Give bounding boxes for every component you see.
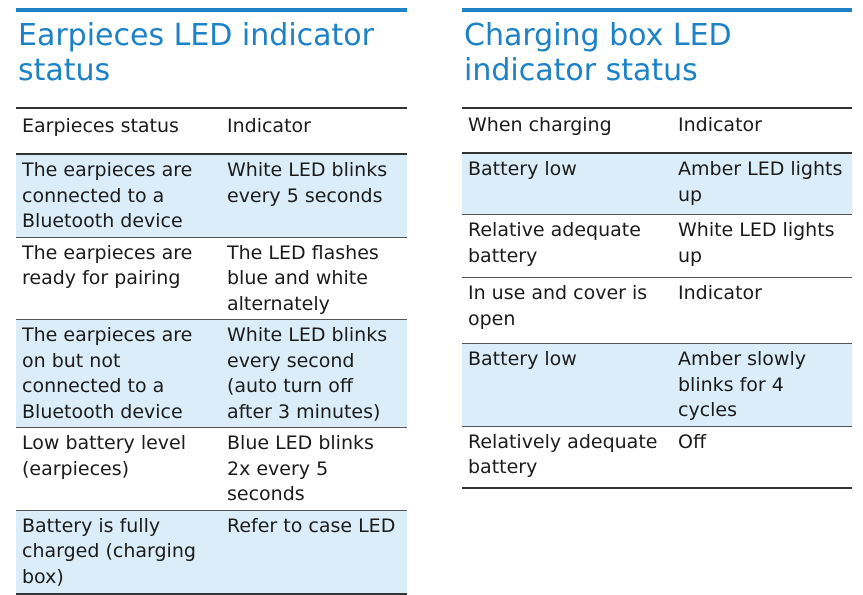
charging-box-led-table: When charging Indicator Battery low Ambe… xyxy=(462,107,852,489)
indicator-cell: Amber slowly blinks for 4 cycles xyxy=(672,343,852,426)
title-line-1: Charging box LED xyxy=(464,18,732,53)
earpieces-led-table: Earpieces status Indicator The earpieces… xyxy=(16,107,407,595)
section-top-rule xyxy=(462,8,852,12)
status-cell: The earpieces are on but not connected t… xyxy=(16,319,221,428)
table-header-row: Earpieces status Indicator xyxy=(16,108,407,154)
status-cell: In use and cover is open xyxy=(468,282,648,330)
table-row: Battery low Amber LED lights up xyxy=(462,153,852,215)
indicator-cell: The LED flashes blue and white alternate… xyxy=(227,241,379,315)
indicator-cell: White LED blinks every 5 seconds xyxy=(221,154,407,237)
indicator-cell: Indicator xyxy=(678,282,762,304)
section-top-rule xyxy=(16,8,407,12)
title-line-2: status xyxy=(18,53,111,88)
status-cell: Battery low xyxy=(462,153,672,215)
indicator-cell: White LED lights up xyxy=(678,219,835,267)
column-header-status: When charging xyxy=(468,114,612,136)
status-cell: Relative adequate battery xyxy=(468,219,641,267)
table-row: Relatively adequate battery Off xyxy=(462,426,852,488)
charging-box-led-section: Charging box LED indicator status When ch… xyxy=(462,8,852,489)
indicator-cell: White LED blinks every second (auto turn… xyxy=(221,319,407,428)
earpieces-section-title: Earpieces LED indicator status xyxy=(16,12,407,107)
charging-box-section-title: Charging box LED indicator status xyxy=(462,12,852,107)
indicator-cell: Refer to case LED xyxy=(221,510,407,594)
title-line-2: indicator status xyxy=(464,53,698,88)
table-row: Battery is fully charged (charging box) … xyxy=(16,510,407,594)
column-header-indicator: Indicator xyxy=(227,115,311,137)
status-cell: The earpieces are connected to a Bluetoo… xyxy=(16,154,221,237)
indicator-cell: Amber LED lights up xyxy=(672,153,852,215)
status-cell: Low battery level (earpieces) xyxy=(22,432,187,480)
status-cell: The earpieces are ready for pairing xyxy=(22,241,193,290)
table-row: Low battery level (earpieces) Blue LED b… xyxy=(16,428,407,510)
status-cell: Battery low xyxy=(462,343,672,426)
table-row: Relative adequate battery White LED ligh… xyxy=(462,215,852,278)
indicator-cell: Blue LED blinks 2x every 5 seconds xyxy=(227,432,374,505)
status-cell: Relatively adequate battery xyxy=(468,430,658,479)
column-header-status: Earpieces status xyxy=(22,115,179,137)
table-row: The earpieces are on but not connected t… xyxy=(16,319,407,428)
earpieces-led-section: Earpieces LED indicator status Earpieces … xyxy=(16,8,407,595)
table-header-row: When charging Indicator xyxy=(462,108,852,153)
indicator-cell: Off xyxy=(678,430,707,453)
title-line-1: Earpieces LED indicator xyxy=(18,18,374,53)
status-cell: Battery is fully charged (charging box) xyxy=(16,510,221,594)
table-row: The earpieces are connected to a Bluetoo… xyxy=(16,154,407,237)
table-row: Battery low Amber slowly blinks for 4 cy… xyxy=(462,343,852,426)
table-row: The earpieces are ready for pairing The … xyxy=(16,237,407,320)
table-row: In use and cover is open Indicator xyxy=(462,278,852,344)
column-header-indicator: Indicator xyxy=(678,114,762,136)
